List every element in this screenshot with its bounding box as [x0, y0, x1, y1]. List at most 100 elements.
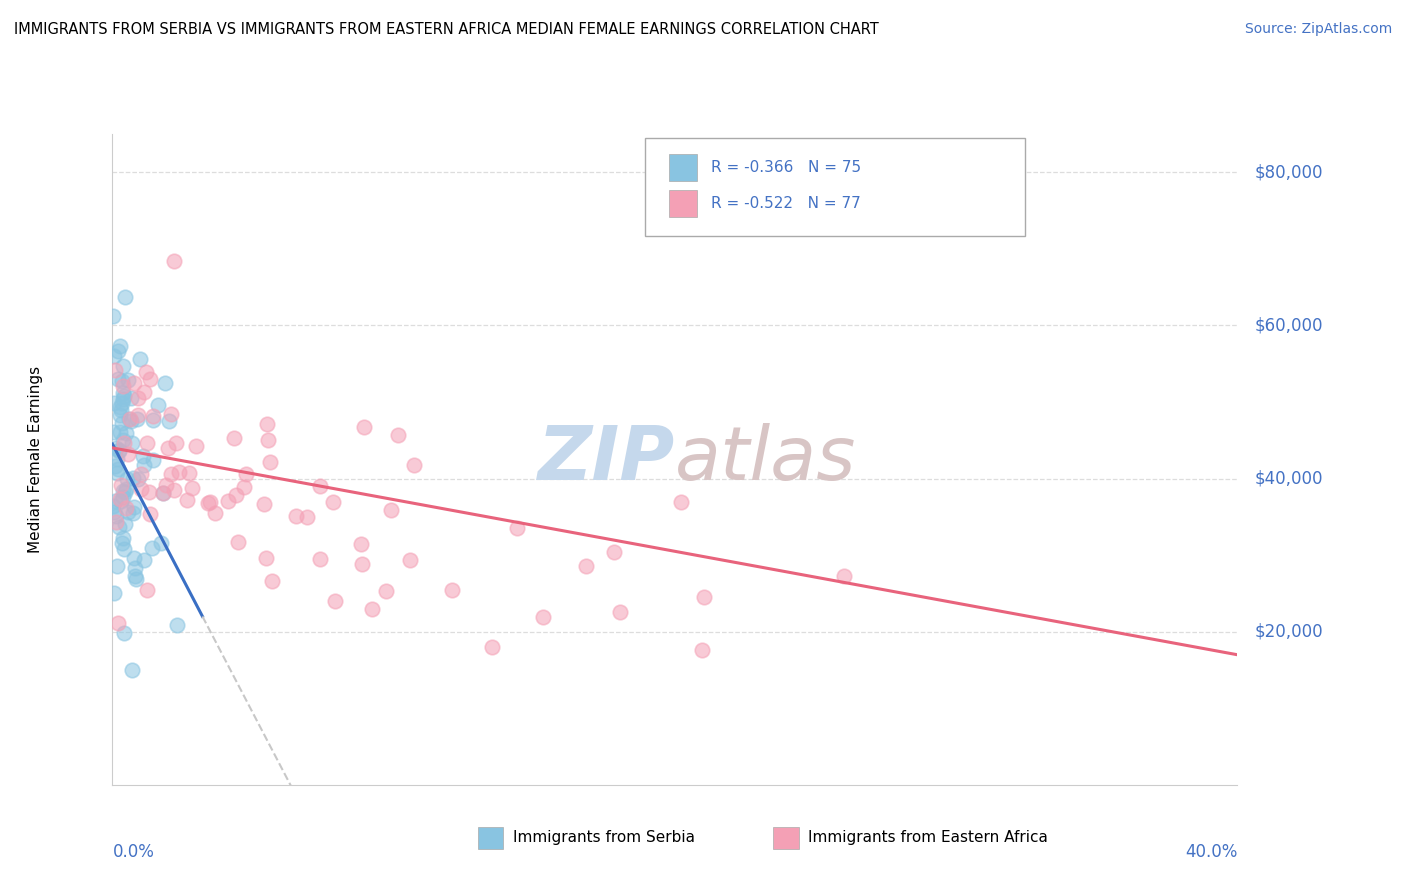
Point: [104, 515, 127, 529]
Point: [136, 582, 159, 597]
Point: [350, 537, 373, 551]
Point: [135, 436, 157, 450]
Point: [690, 643, 713, 657]
Point: [110, 403, 132, 417]
Point: [110, 425, 132, 440]
Point: [121, 436, 143, 450]
Point: [399, 553, 422, 567]
Point: [225, 488, 247, 502]
Point: [103, 396, 125, 410]
Point: [575, 559, 598, 574]
Point: [111, 536, 134, 550]
Text: $20,000: $20,000: [1254, 623, 1323, 640]
Point: [114, 500, 136, 515]
Point: [104, 494, 127, 508]
Point: [110, 478, 132, 492]
Point: [107, 443, 129, 458]
Point: [603, 545, 626, 559]
Point: [217, 494, 239, 508]
Text: $60,000: $60,000: [1254, 317, 1323, 334]
Point: [107, 461, 129, 475]
Point: [121, 663, 143, 677]
Point: [308, 551, 330, 566]
Point: [159, 467, 181, 481]
Point: [125, 573, 148, 587]
Point: [108, 339, 131, 353]
Point: [167, 465, 190, 479]
Point: [506, 521, 529, 535]
Text: ZIP: ZIP: [537, 423, 675, 496]
Point: [353, 420, 375, 434]
Point: [117, 447, 139, 461]
Point: [129, 482, 152, 496]
Point: [110, 493, 132, 508]
Point: [115, 472, 138, 486]
Point: [184, 439, 207, 453]
Point: [253, 498, 276, 512]
Point: [107, 344, 129, 359]
Point: [104, 363, 127, 377]
Point: [117, 505, 139, 519]
Point: [153, 376, 176, 390]
Point: [132, 384, 155, 399]
Point: [361, 602, 384, 616]
Point: [152, 485, 174, 500]
Text: R = -0.366   N = 75: R = -0.366 N = 75: [711, 161, 862, 175]
Point: [111, 378, 134, 392]
Point: [163, 254, 186, 268]
Point: [114, 517, 136, 532]
Point: [132, 450, 155, 464]
Point: [323, 594, 346, 608]
Point: [134, 458, 156, 473]
Point: [108, 519, 131, 533]
Point: [127, 408, 149, 422]
Point: [166, 618, 188, 632]
Point: [141, 541, 163, 555]
Point: [531, 609, 554, 624]
Point: [669, 494, 692, 508]
Point: [609, 605, 631, 619]
Point: [132, 553, 155, 567]
Point: [127, 391, 149, 405]
Point: [120, 414, 142, 428]
Point: [104, 442, 127, 456]
Point: [112, 436, 135, 450]
Point: [103, 425, 125, 439]
Point: [233, 480, 256, 494]
Point: [129, 467, 152, 482]
Point: [224, 431, 246, 445]
Point: [256, 434, 278, 448]
Point: [124, 569, 146, 583]
Point: [112, 625, 135, 640]
Point: [105, 466, 128, 480]
Text: 40.0%: 40.0%: [1185, 843, 1237, 861]
Point: [402, 458, 425, 473]
Point: [103, 309, 125, 323]
Point: [138, 484, 160, 499]
Point: [114, 290, 136, 304]
Text: 0.0%: 0.0%: [112, 843, 155, 861]
Point: [103, 586, 125, 600]
Text: IMMIGRANTS FROM SERBIA VS IMMIGRANTS FROM EASTERN AFRICA MEDIAN FEMALE EARNINGS : IMMIGRANTS FROM SERBIA VS IMMIGRANTS FRO…: [14, 22, 879, 37]
Point: [380, 502, 402, 516]
Point: [284, 509, 307, 524]
Point: [387, 428, 409, 442]
Point: [142, 409, 165, 424]
Point: [155, 478, 177, 492]
Point: [110, 416, 132, 430]
Point: [200, 495, 222, 509]
Point: [114, 484, 136, 499]
Point: [139, 507, 162, 521]
Point: [179, 466, 201, 480]
Point: [118, 411, 141, 425]
Point: [104, 458, 127, 473]
Point: [111, 374, 134, 388]
Point: [120, 391, 142, 405]
Point: [259, 454, 281, 468]
Point: [111, 484, 134, 499]
Point: [127, 412, 149, 426]
Point: [122, 500, 145, 514]
Point: [139, 372, 162, 386]
Point: [112, 542, 135, 557]
Point: [105, 508, 128, 523]
